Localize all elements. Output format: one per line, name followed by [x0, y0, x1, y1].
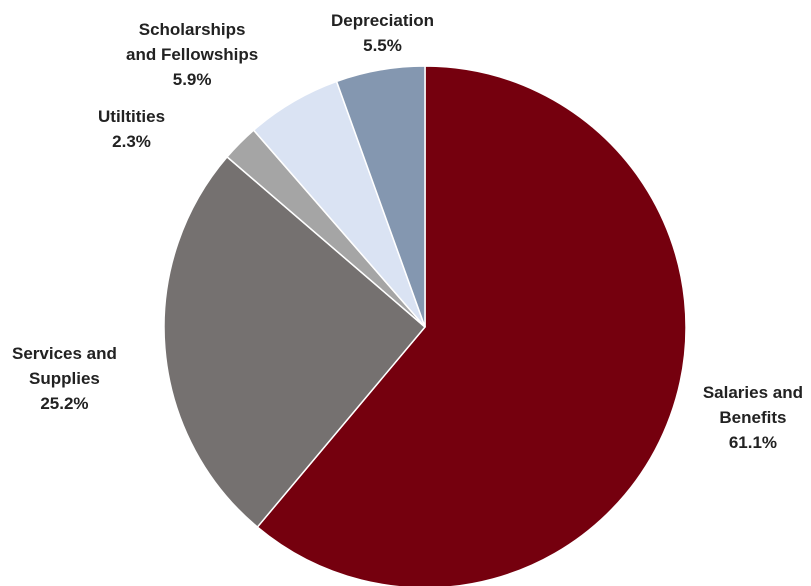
- label-salaries-and-benefits: Salaries and Benefits 61.1%: [702, 383, 803, 452]
- label-services-and-supplies: Services and Supplies 25.2%: [12, 344, 117, 413]
- label-depreciation: Depreciation 5.5%: [331, 11, 434, 55]
- pie-slice-depreciation: [335, 65, 426, 328]
- pie-slice-services-and-supplies: [163, 155, 427, 529]
- label-utilities: Utiltities 2.3%: [98, 107, 166, 151]
- label-scholarships-and-fellowships: Scholarships and Fellowships 5.9%: [126, 20, 259, 89]
